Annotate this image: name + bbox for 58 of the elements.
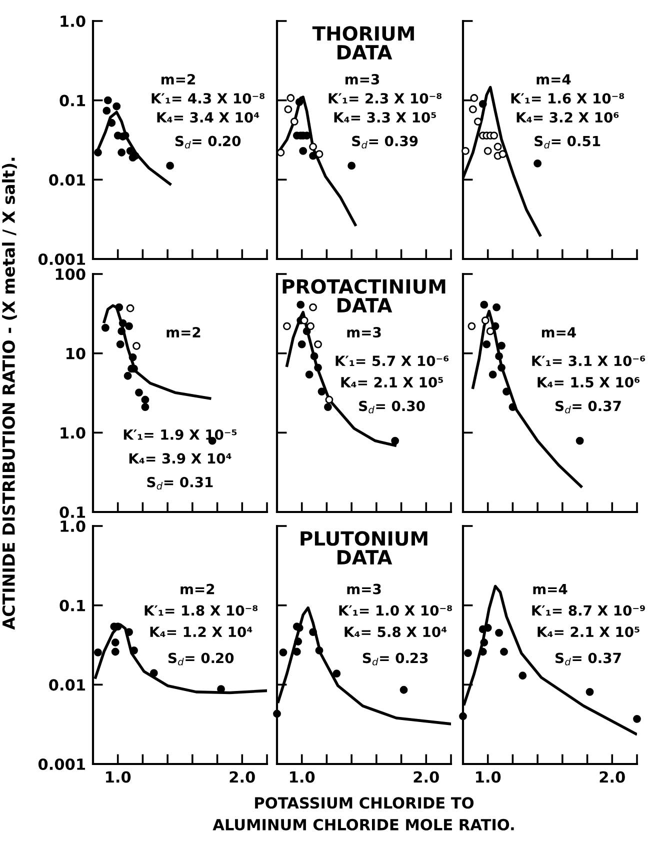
x-tick-label: 2.0 bbox=[600, 771, 625, 783]
annotation: K′₁= 5.7 X 10⁻⁶ bbox=[336, 356, 449, 366]
annotation: K′₁= 1.8 X 10⁻⁸ bbox=[144, 605, 258, 616]
annotation: K₄= 3.9 X 10⁴ bbox=[129, 453, 232, 464]
annotation: K₄= 2.1 X 10⁵ bbox=[538, 626, 640, 638]
annotation: K₄= 5.8 X 10⁴ bbox=[344, 626, 447, 638]
y-axis-title: ACTINIDE DISTRIBUTION RATIO - (X metal / X salt). bbox=[2, 158, 17, 630]
annotation: m=4 bbox=[536, 74, 571, 84]
annotation: K′₁= 1.0 X 10⁻⁸ bbox=[339, 605, 452, 616]
annotation: m=2 bbox=[166, 327, 200, 338]
annotation: S$_{d}$= 0.30 bbox=[359, 400, 425, 414]
x-tick-label: 1.0 bbox=[476, 771, 501, 783]
annotation: K₄= 3.4 X 10⁴ bbox=[157, 112, 260, 123]
annotation: m=2 bbox=[162, 74, 195, 84]
annotation: m=2 bbox=[180, 584, 214, 594]
annotation: S$_{d}$= 0.37 bbox=[556, 652, 621, 666]
annotation: m=4 bbox=[533, 584, 568, 594]
y-tick-label: 1.0 bbox=[60, 520, 86, 532]
annotation: S$_{d}$= 0.39 bbox=[352, 136, 418, 149]
annotation: S$_{d}$= 0.23 bbox=[362, 652, 428, 666]
y-tick-label: 100 bbox=[56, 268, 86, 280]
text: PROTACTINIUM DATA bbox=[282, 279, 446, 312]
annotation: K′₁= 4.3 X 10⁻⁸ bbox=[152, 93, 265, 104]
annotation: K₄= 1.5 X 10⁶ bbox=[538, 377, 640, 388]
annotation: K₄= 1.2 X 10⁴ bbox=[150, 626, 252, 638]
annotation: S$_{d}$= 0.31 bbox=[147, 476, 213, 490]
annotation: m=3 bbox=[346, 74, 380, 85]
annotation: K₄= 2.1 X 10⁵ bbox=[341, 377, 443, 388]
annotation: m=3 bbox=[347, 327, 381, 338]
y-tick-label: 0.001 bbox=[38, 253, 86, 266]
x-tick-label: 1.0 bbox=[106, 771, 131, 783]
y-tick-label: 1.0 bbox=[60, 427, 86, 439]
y-tick-label: 0.1 bbox=[60, 94, 86, 106]
annotation: m=4 bbox=[542, 327, 576, 338]
annotation: K₄= 3.2 X 10⁶ bbox=[516, 112, 619, 123]
x-tick-label: 2.0 bbox=[230, 771, 255, 783]
annotation: S$_{d}$= 0.20 bbox=[175, 136, 241, 149]
text: PLUTONIUM DATA bbox=[300, 531, 428, 564]
x-tick-label: 2.0 bbox=[414, 771, 439, 783]
x-tick-label: 1.0 bbox=[290, 771, 315, 783]
text: THORIUM DATA bbox=[312, 26, 414, 60]
annotation: S$_{d}$= 0.20 bbox=[168, 652, 234, 666]
annotation: S$_{d}$= 0.51 bbox=[534, 136, 600, 149]
annotation: K′₁= 3.1 X 10⁻⁶ bbox=[532, 356, 646, 366]
y-tick-label: 0.01 bbox=[49, 174, 86, 186]
y-tick-label: 0.01 bbox=[49, 679, 86, 691]
y-tick-label: 10 bbox=[66, 348, 86, 360]
annotation: K′₁= 1.6 X 10⁻⁸ bbox=[511, 93, 624, 104]
annotation: K′₁= 8.7 X 10⁻⁹ bbox=[532, 605, 645, 616]
annotation: S$_{d}$= 0.37 bbox=[556, 400, 621, 414]
y-tick-label: 1.0 bbox=[60, 15, 86, 28]
y-tick-label: 0.1 bbox=[60, 506, 86, 518]
annotation: m=3 bbox=[347, 584, 381, 594]
y-tick-label: 0.001 bbox=[38, 758, 86, 770]
annotation: K′₁= 2.3 X 10⁻⁸ bbox=[328, 93, 442, 104]
annotation: K₄= 3.3 X 10⁵ bbox=[334, 112, 436, 123]
x-axis-title: POTASSIUM CHLORIDE TO ALUMINUM CHLORIDE MOLE RATIO. bbox=[212, 797, 514, 830]
y-tick-label: 0.1 bbox=[60, 600, 86, 612]
